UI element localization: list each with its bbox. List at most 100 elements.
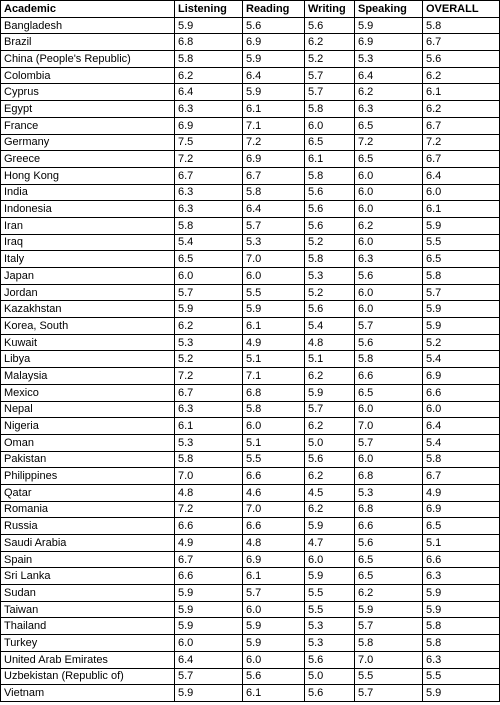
- writing-cell: 5.6: [304, 200, 355, 218]
- country-cell: Sri Lanka: [0, 567, 175, 586]
- reading-cell: 6.0: [242, 267, 305, 285]
- writing-cell: 6.1: [304, 150, 355, 168]
- table-row: Qatar 4.8 4.6 4.5 5.3 4.9: [0, 483, 500, 502]
- overall-cell: 5.9: [422, 317, 500, 335]
- country-cell: Iraq: [0, 233, 175, 252]
- listening-cell: 6.3: [174, 400, 243, 419]
- listening-cell: 6.3: [174, 183, 243, 202]
- overall-cell: 5.6: [422, 50, 500, 68]
- writing-cell: 5.6: [304, 650, 355, 669]
- reading-cell: 6.0: [242, 600, 305, 619]
- reading-cell: 5.9: [242, 617, 305, 636]
- country-cell: Kuwait: [0, 333, 175, 352]
- country-cell: Jordan: [0, 283, 175, 302]
- overall-cell: 5.4: [422, 350, 500, 369]
- country-cell: China (People's Republic): [0, 50, 175, 68]
- table-row: Russia 6.6 6.6 5.9 6.6 6.5: [0, 517, 500, 535]
- speaking-cell: 5.8: [354, 634, 423, 652]
- header-overall: OVERALL: [422, 0, 500, 18]
- speaking-cell: 6.8: [354, 467, 423, 485]
- speaking-cell: 5.3: [354, 483, 423, 502]
- reading-cell: 7.0: [242, 250, 305, 268]
- table-row: Korea, South 6.2 6.1 5.4 5.7 5.9: [0, 317, 500, 335]
- writing-cell: 6.2: [304, 500, 355, 519]
- listening-cell: 7.5: [174, 133, 243, 152]
- writing-cell: 5.6: [304, 684, 355, 702]
- country-cell: Philippines: [0, 467, 175, 485]
- reading-cell: 6.7: [242, 166, 305, 185]
- table-row: Thailand 5.9 5.9 5.3 5.7 5.8: [0, 617, 500, 636]
- speaking-cell: 6.2: [354, 83, 423, 102]
- listening-cell: 4.8: [174, 483, 243, 502]
- overall-cell: 6.0: [422, 400, 500, 419]
- country-cell: Indonesia: [0, 200, 175, 218]
- speaking-cell: 6.4: [354, 66, 423, 85]
- writing-cell: 5.8: [304, 250, 355, 268]
- overall-cell: 5.4: [422, 433, 500, 452]
- reading-cell: 5.1: [242, 350, 305, 369]
- writing-cell: 5.9: [304, 567, 355, 586]
- country-cell: Russia: [0, 517, 175, 535]
- writing-cell: 5.3: [304, 634, 355, 652]
- reading-cell: 5.3: [242, 233, 305, 252]
- speaking-cell: 6.3: [354, 100, 423, 118]
- header-row: Academic Listening Reading Writing Speak…: [0, 0, 500, 18]
- table-row: Egypt 6.3 6.1 5.8 6.3 6.2: [0, 100, 500, 118]
- overall-cell: 6.3: [422, 650, 500, 669]
- listening-cell: 5.7: [174, 667, 243, 686]
- reading-cell: 7.1: [242, 367, 305, 385]
- country-cell: Romania: [0, 500, 175, 519]
- table-row: Oman 5.3 5.1 5.0 5.7 5.4: [0, 433, 500, 452]
- table-row: Uzbekistan (Republic of) 5.7 5.6 5.0 5.5 5.5: [0, 667, 500, 686]
- writing-cell: 5.8: [304, 100, 355, 118]
- writing-cell: 6.2: [304, 367, 355, 385]
- overall-cell: 5.9: [422, 600, 500, 619]
- overall-cell: 6.5: [422, 517, 500, 535]
- overall-cell: 5.9: [422, 584, 500, 602]
- country-cell: Spain: [0, 550, 175, 569]
- overall-cell: 5.2: [422, 333, 500, 352]
- reading-cell: 6.0: [242, 650, 305, 669]
- writing-cell: 5.6: [304, 300, 355, 319]
- country-cell: Mexico: [0, 383, 175, 402]
- country-cell: Egypt: [0, 100, 175, 118]
- reading-cell: 5.9: [242, 83, 305, 102]
- country-cell: United Arab Emirates: [0, 650, 175, 669]
- listening-cell: 7.2: [174, 500, 243, 519]
- reading-cell: 6.1: [242, 317, 305, 335]
- listening-cell: 6.2: [174, 66, 243, 85]
- listening-cell: 6.6: [174, 517, 243, 535]
- table-row: Spain 6.7 6.9 6.0 6.5 6.6: [0, 550, 500, 569]
- header-speaking: Speaking: [354, 0, 423, 18]
- country-cell: France: [0, 116, 175, 135]
- speaking-cell: 5.8: [354, 350, 423, 369]
- listening-cell: 5.9: [174, 584, 243, 602]
- listening-cell: 6.3: [174, 100, 243, 118]
- table-row: Pakistan 5.8 5.5 5.6 6.0 5.8: [0, 450, 500, 469]
- overall-cell: 5.8: [422, 450, 500, 469]
- writing-cell: 5.6: [304, 16, 355, 35]
- table-row: Jordan 5.7 5.5 5.2 6.0 5.7: [0, 283, 500, 302]
- overall-cell: 6.1: [422, 83, 500, 102]
- country-cell: Sudan: [0, 584, 175, 602]
- listening-cell: 6.9: [174, 116, 243, 135]
- writing-cell: 5.1: [304, 350, 355, 369]
- reading-cell: 5.9: [242, 634, 305, 652]
- speaking-cell: 6.5: [354, 567, 423, 586]
- reading-cell: 6.6: [242, 467, 305, 485]
- overall-cell: 6.6: [422, 550, 500, 569]
- table-row: Iraq 5.4 5.3 5.2 6.0 5.5: [0, 233, 500, 252]
- reading-cell: 5.6: [242, 667, 305, 686]
- speaking-cell: 5.6: [354, 267, 423, 285]
- listening-cell: 5.9: [174, 600, 243, 619]
- country-cell: Greece: [0, 150, 175, 168]
- speaking-cell: 5.7: [354, 684, 423, 702]
- overall-cell: 6.9: [422, 500, 500, 519]
- table-row: Colombia 6.2 6.4 5.7 6.4 6.2: [0, 66, 500, 85]
- reading-cell: 6.9: [242, 33, 305, 52]
- speaking-cell: 6.0: [354, 200, 423, 218]
- reading-cell: 6.1: [242, 567, 305, 586]
- table-row: United Arab Emirates 6.4 6.0 5.6 7.0 6.3: [0, 650, 500, 669]
- writing-cell: 4.8: [304, 333, 355, 352]
